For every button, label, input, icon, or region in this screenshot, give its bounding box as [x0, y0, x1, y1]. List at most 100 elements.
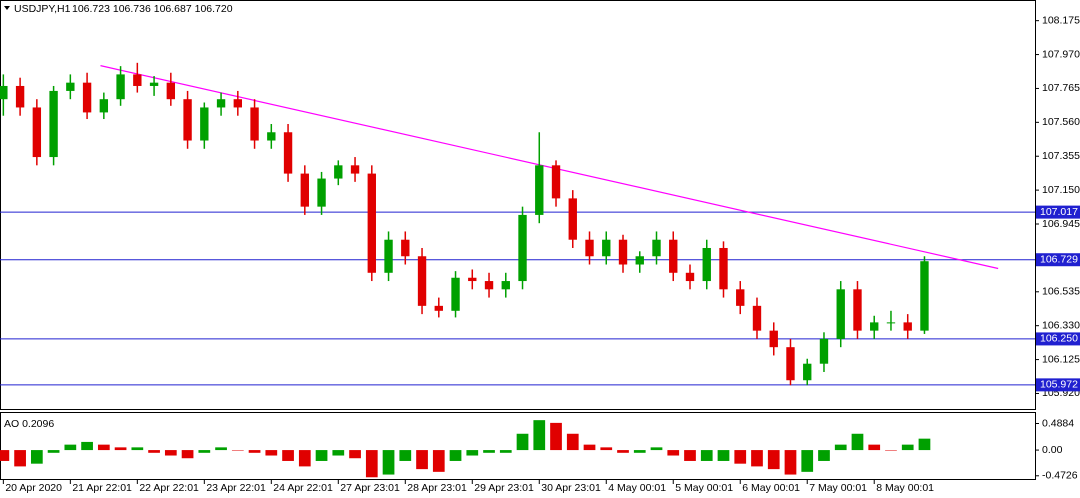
y-tick-label: 108.175 [1042, 14, 1080, 26]
quote: 106.723 106.736 106.687 106.720 [72, 3, 233, 15]
candle-body [870, 322, 879, 331]
ao-bar [349, 450, 361, 459]
candle-body [183, 99, 192, 141]
ao-bar [734, 450, 747, 464]
ao-bar [332, 450, 345, 456]
ao-bar [14, 450, 26, 467]
candle-body [752, 305, 762, 331]
ao-bar [550, 422, 562, 451]
candle-body [585, 239, 594, 257]
candle-body [434, 305, 443, 311]
x-tick-label: 21 Apr 22:01 [72, 482, 132, 493]
candle-body [484, 281, 494, 290]
trend-line [100, 65, 999, 270]
candle-body [216, 99, 226, 108]
level-label-box [1036, 378, 1080, 392]
ao-bar [583, 444, 596, 451]
y-tick-label: 107.970 [1042, 48, 1080, 60]
ao-bar [700, 450, 713, 461]
candle-body [853, 289, 862, 331]
candle-body [819, 338, 829, 364]
candle-body [200, 107, 209, 141]
x-tick-label: 7 May 00:01 [809, 482, 867, 493]
ao-bar [600, 447, 613, 451]
ao-bar [885, 450, 897, 451]
y-tick-label: 107.150 [1042, 184, 1080, 196]
ao-bar [483, 450, 495, 453]
candle-body [384, 239, 393, 273]
level-label-box [1036, 205, 1080, 219]
candle-body [32, 107, 42, 158]
candle-body [920, 261, 929, 331]
candle-body [82, 82, 92, 113]
y-tick-label: 107.560 [1042, 116, 1080, 128]
ao-bar [315, 450, 328, 461]
ao-bar [818, 450, 830, 461]
ao-bar [114, 447, 127, 451]
candle-body [49, 90, 58, 158]
y-tick-label: 107.765 [1042, 82, 1080, 94]
x-tick-label: 29 Apr 23:01 [474, 482, 534, 493]
ao-bar [97, 444, 110, 451]
ao-bar [684, 450, 696, 461]
ao-bar [0, 450, 10, 461]
x-tick-label: 23 Apr 22:01 [206, 482, 266, 493]
candle-body [685, 272, 695, 282]
ao-panel [0, 412, 1036, 480]
candle-body [451, 277, 460, 311]
x-tick-label: 22 Apr 22:01 [139, 482, 199, 493]
candle-body [149, 82, 159, 86]
ao-bar [265, 450, 278, 456]
ao-bar [767, 450, 780, 470]
ao-label: AO 0.2096 [4, 418, 54, 430]
x-tick-label: 8 May 00:01 [876, 482, 934, 493]
ao-bar [784, 450, 797, 475]
ao-bar [148, 450, 160, 453]
candle-body [250, 107, 259, 141]
y-tick-label: 106.330 [1042, 319, 1080, 331]
ao-bar [834, 444, 847, 451]
candle-body [635, 256, 644, 265]
ao-bar [131, 447, 144, 451]
ao-bar [751, 450, 763, 467]
candle-body [350, 165, 360, 174]
candle-body [769, 330, 778, 348]
ao-tick-label: 0.00 [1042, 444, 1063, 456]
ao-bar [181, 450, 194, 459]
y-tick-label: 106.945 [1042, 218, 1080, 230]
ao-bar [901, 444, 914, 451]
ao-bar [801, 450, 814, 472]
ao-bar [717, 450, 730, 461]
x-tick-label: 28 Apr 23:01 [407, 482, 467, 493]
candle-body [518, 214, 527, 282]
ao-bar [533, 420, 546, 451]
menu-arrow [4, 6, 10, 10]
ao-bar [248, 450, 261, 453]
ao-bar [399, 450, 412, 461]
ao-bar [432, 450, 445, 472]
candle-body [116, 74, 125, 100]
x-tick-label: 4 May 00:01 [608, 482, 666, 493]
ao-bar [449, 450, 462, 461]
ao-bar [516, 433, 529, 451]
x-tick-label: 20 Apr 2020 [5, 482, 62, 493]
candle-body [417, 256, 427, 306]
level-label: 107.017 [1040, 206, 1078, 218]
candle-body [618, 239, 628, 265]
ao-bar [918, 438, 931, 451]
candle-body [401, 239, 410, 257]
candle-body [334, 165, 343, 179]
candle-body [15, 85, 25, 108]
candle-body [535, 165, 544, 215]
ao-bar [382, 450, 395, 475]
candle-body [903, 322, 912, 331]
candle-body [166, 82, 176, 100]
candle-body [803, 363, 812, 381]
level-label: 105.972 [1040, 379, 1078, 391]
candle-body [568, 198, 577, 240]
candle-body [367, 173, 376, 273]
level-label: 106.729 [1040, 254, 1078, 266]
candle-body [317, 178, 326, 207]
